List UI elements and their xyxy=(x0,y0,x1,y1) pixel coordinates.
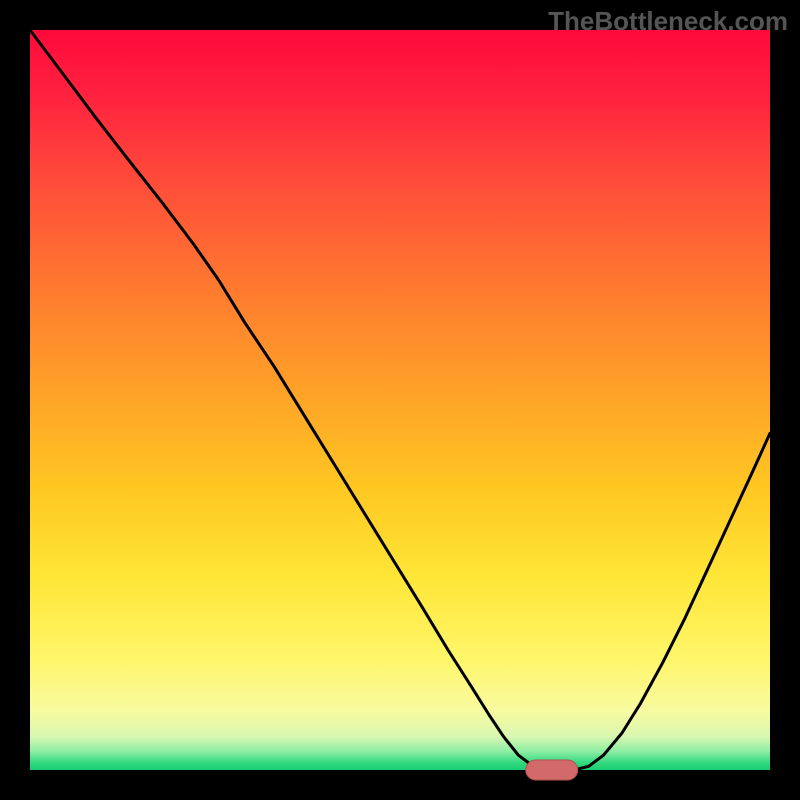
bottleneck-chart-svg xyxy=(0,0,800,800)
plot-area xyxy=(30,30,770,770)
chart-canvas: TheBottleneck.com xyxy=(0,0,800,800)
optimal-marker xyxy=(526,760,578,780)
